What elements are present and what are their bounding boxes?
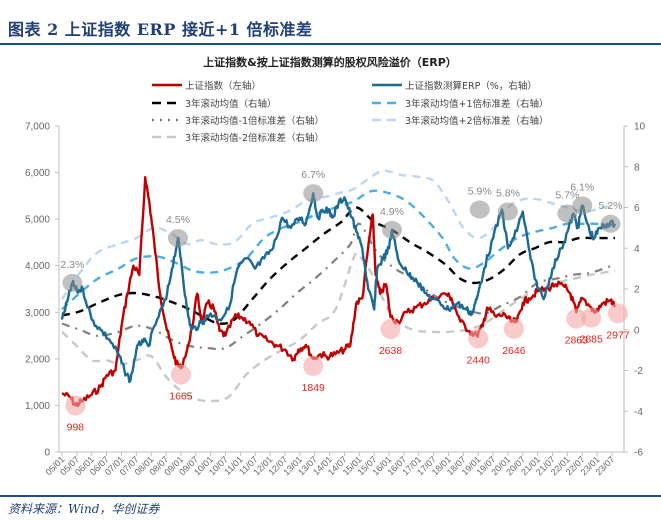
legend-label: 3年滚动均值+1倍标准差（右轴） [405, 98, 549, 110]
left-tick-label: 5,000 [25, 215, 50, 226]
legend-label: 3年滚动均值（右轴） [185, 98, 277, 110]
index-trough-label: 1665 [169, 390, 193, 402]
erp-peak-label: 5.2% [599, 200, 623, 212]
index-trough-label: 2977 [606, 329, 630, 341]
erp-peak-label: 2.3% [60, 259, 84, 271]
erp-peak-marker [497, 202, 518, 221]
index-trough-marker [607, 303, 628, 324]
right-tick-label: 10 [634, 122, 646, 133]
left-tick-label: 2,000 [25, 354, 50, 365]
index-trough-label: 998 [67, 422, 85, 434]
series-line-1 [60, 192, 617, 384]
index-trough-marker [303, 355, 324, 376]
chart-title: 上证指数&按上证指数测算的股权风险溢价（ERP） [203, 55, 457, 69]
legend-label: 3年滚动均值+2倍标准差（右轴） [405, 115, 549, 127]
figure-title: 图表 2 上证指数 ERP 接近+1 倍标准差 [8, 20, 313, 39]
annotations: 2.3% 4.5% 6.7% 4.9% 5.9% 5.8% 5.7%6.1% 5.2% 998 1… [60, 169, 629, 433]
erp-peak-label: 4.5% [166, 214, 190, 226]
right-tick-label: 2 [634, 285, 640, 296]
left-tick-label: 4,000 [25, 261, 50, 272]
index-trough-marker [380, 319, 401, 340]
legend-label: 上证指数（左轴） [185, 80, 261, 92]
index-trough-label: 2646 [502, 345, 526, 357]
index-trough-marker [581, 307, 602, 328]
legend-label: 3年滚动均值-1倍标准差（右轴） [185, 115, 324, 127]
series-line-3 [61, 189, 616, 311]
series-line-6 [61, 252, 616, 403]
left-tick-label: 3,000 [25, 308, 50, 319]
right-tick-label: -6 [634, 448, 643, 459]
left-tick-label: 1,000 [25, 401, 50, 412]
erp-peak-marker [572, 196, 593, 215]
erp-peak-marker [62, 273, 83, 292]
erp-peak-marker [382, 220, 402, 239]
right-tick-label: 8 [634, 162, 640, 173]
axes: 0 1,000 2,000 3,000 4,000 5,000 6,000 7,000 -6 -4… [25, 122, 646, 478]
erp-peak-marker [167, 229, 188, 248]
erp-peak-marker [469, 200, 490, 219]
erp-peak-label: 6.1% [570, 181, 594, 193]
legend: 上证指数（左轴） 上证指数测算ERP（%，右轴） 3年滚动均值（右轴） 3年滚动均值+… [152, 80, 549, 144]
index-trough-label: 2885 [580, 334, 604, 346]
erp-peak-label: 4.9% [380, 206, 404, 218]
right-tick-label: -4 [634, 407, 643, 418]
index-trough-label: 1849 [302, 382, 326, 394]
series-line-2 [61, 206, 615, 325]
series-line-5 [61, 169, 616, 300]
index-trough-marker [566, 308, 587, 329]
erp-peak-label: 5.9% [468, 186, 492, 198]
right-tick-label: 6 [634, 203, 640, 214]
erp-peak-marker [600, 214, 621, 233]
index-trough-label: 2638 [379, 345, 403, 357]
index-trough-marker [468, 328, 489, 349]
erp-peak-marker [557, 204, 578, 223]
index-trough-marker [170, 364, 191, 385]
series-line-4 [61, 222, 616, 351]
index-trough-marker [65, 395, 86, 416]
series-line-0 [61, 176, 616, 407]
erp-peak-label: 5.7% [555, 190, 579, 202]
source-note: 资料来源：Wind，华创证券 [8, 502, 160, 516]
legend-label: 3年滚动均值-2倍标准差（右轴） [185, 132, 324, 144]
right-tick-label: 4 [634, 244, 640, 255]
erp-chart: 上证指数&按上证指数测算的股权风险溢价（ERP） 上证指数（左轴） 上证指数测算E… [25, 55, 646, 478]
legend-label: 上证指数测算ERP（%，右轴） [405, 80, 537, 92]
index-trough-label: 2863 [565, 335, 589, 347]
title-divider [0, 43, 661, 45]
erp-peak-label: 5.8% [496, 188, 520, 200]
left-tick-label: 0 [44, 448, 50, 459]
series-lines [60, 169, 617, 407]
source-divider [0, 495, 661, 497]
erp-peak-marker [303, 184, 324, 203]
right-tick-label: -2 [634, 366, 643, 377]
left-tick-label: 6,000 [25, 168, 50, 179]
index-trough-marker [503, 318, 524, 339]
erp-peak-label: 6.7% [301, 169, 325, 181]
right-tick-label: 0 [634, 325, 640, 336]
index-trough-label: 2440 [467, 354, 491, 366]
left-tick-label: 7,000 [25, 122, 50, 133]
